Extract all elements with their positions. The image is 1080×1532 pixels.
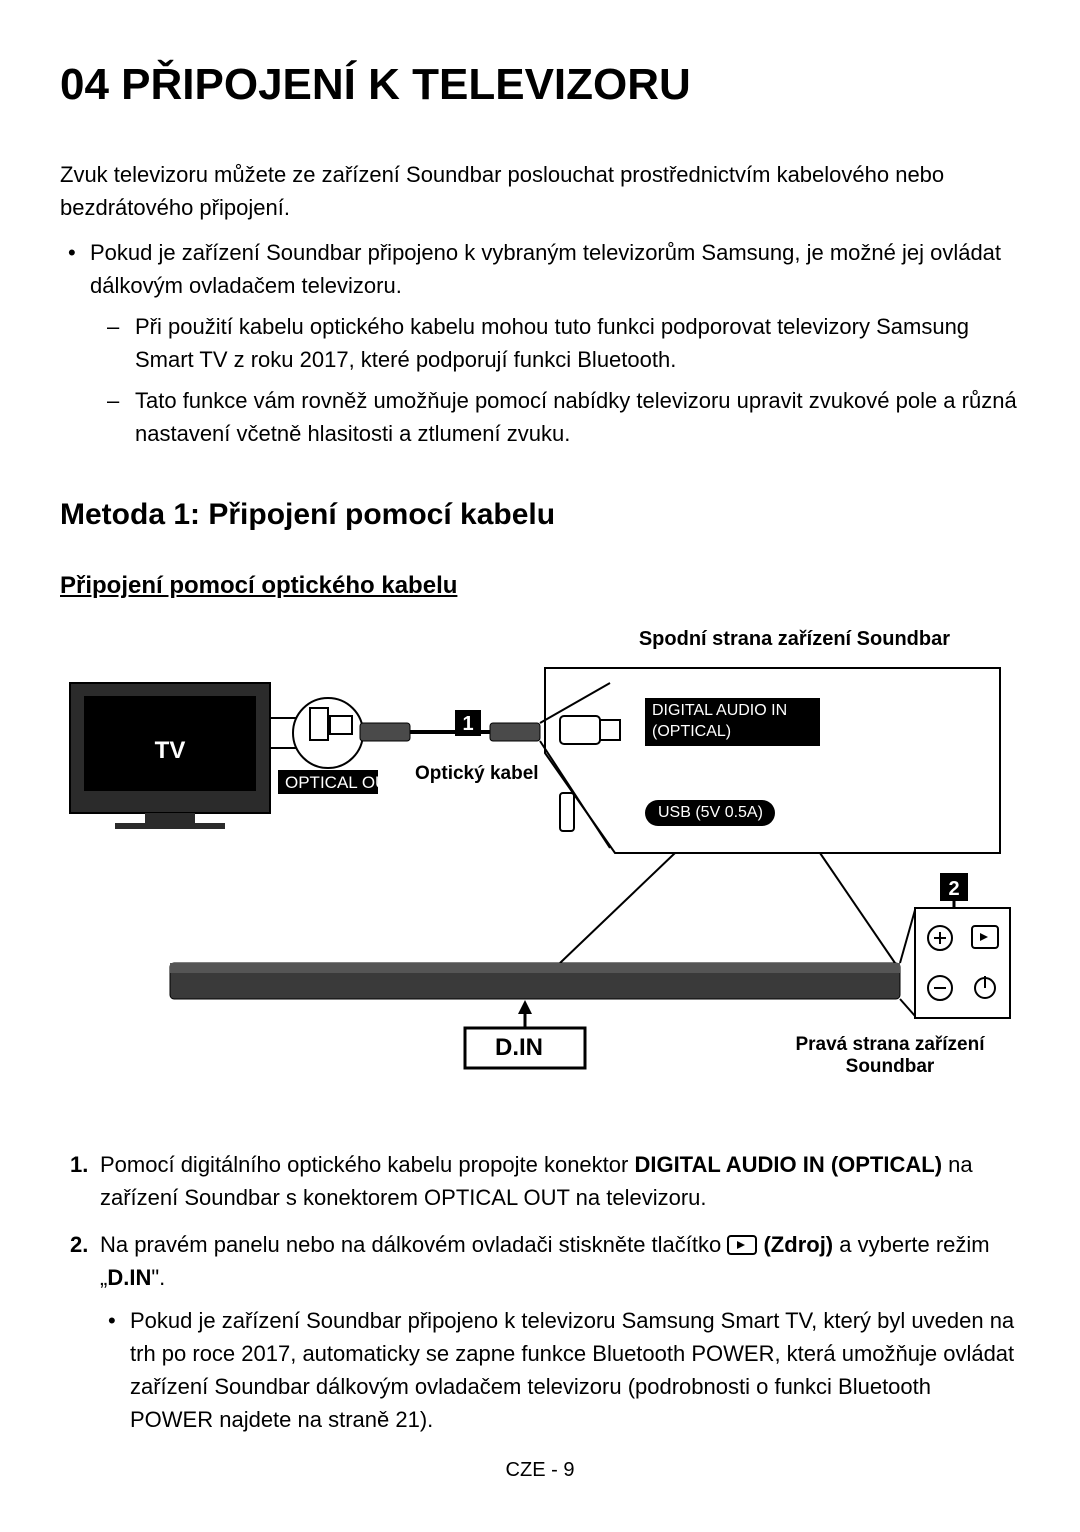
step-item: Na pravém panelu nebo na dálkovém ovlada… [100,1228,1020,1436]
list-item: Pokud je zařízení Soundbar připojeno k t… [130,1304,1020,1436]
digital-audio-in-label: DIGITAL AUDIO IN (OPTICAL) [652,701,817,743]
right-caption: Pravá strana zařízení Soundbar [780,1034,1000,1078]
page-footer: CZE - 9 [0,1459,1080,1482]
source-icon [727,1235,757,1255]
sub-list: Při použití kabelu optického kabelu moho… [90,310,1020,450]
svg-text:1: 1 [462,713,473,735]
step-text: ". [151,1265,165,1290]
optical-out-label: OPTICAL OUT [285,773,398,793]
svg-text:TV: TV [155,737,186,764]
subsection-heading: Připojení pomocí optického kabelu [60,572,1020,600]
main-bullet-list: Pokud je zařízení Soundbar připojeno k v… [60,236,1020,450]
inner-bullet-list: Pokud je zařízení Soundbar připojeno k t… [100,1304,1020,1436]
right-caption-line1: Pravá strana zařízení [795,1034,984,1055]
step-text: Pomocí digitálního optického kabelu prop… [100,1152,634,1177]
step-bold: (Zdroj) [763,1232,833,1257]
steps-list: Pomocí digitálního optického kabelu prop… [60,1148,1020,1436]
right-caption-line2: Soundbar [846,1056,935,1077]
list-item: Při použití kabelu optického kabelu moho… [135,310,1020,376]
step-text: Na pravém panelu nebo na dálkovém ovlada… [100,1232,727,1257]
page-title: 04 PŘIPOJENÍ K TELEVIZORU [60,60,1020,110]
list-item: Tato funkce vám rovněž umožňuje pomocí n… [135,384,1020,450]
step-item: Pomocí digitálního optického kabelu prop… [100,1148,1020,1214]
cable-label: Optický kabel [415,763,539,785]
step-bold: DIGITAL AUDIO IN (OPTICAL) [634,1152,942,1177]
step-bold: D.IN [107,1265,151,1290]
intro-paragraph: Zvuk televizoru můžete ze zařízení Sound… [60,158,1020,224]
list-item: Pokud je zařízení Soundbar připojeno k v… [90,236,1020,450]
connection-diagram: Spodní strana zařízení Soundbar TV 1 [60,628,1020,1118]
diagram-caption-top: Spodní strana zařízení Soundbar [639,628,950,651]
list-item-text: Pokud je zařízení Soundbar připojeno k v… [90,240,1001,298]
svg-text:2: 2 [948,878,959,900]
usb-label: USB (5V 0.5A) [658,804,763,822]
section-heading: Metoda 1: Připojení pomocí kabelu [60,498,1020,532]
din-label: D.IN [495,1034,543,1062]
